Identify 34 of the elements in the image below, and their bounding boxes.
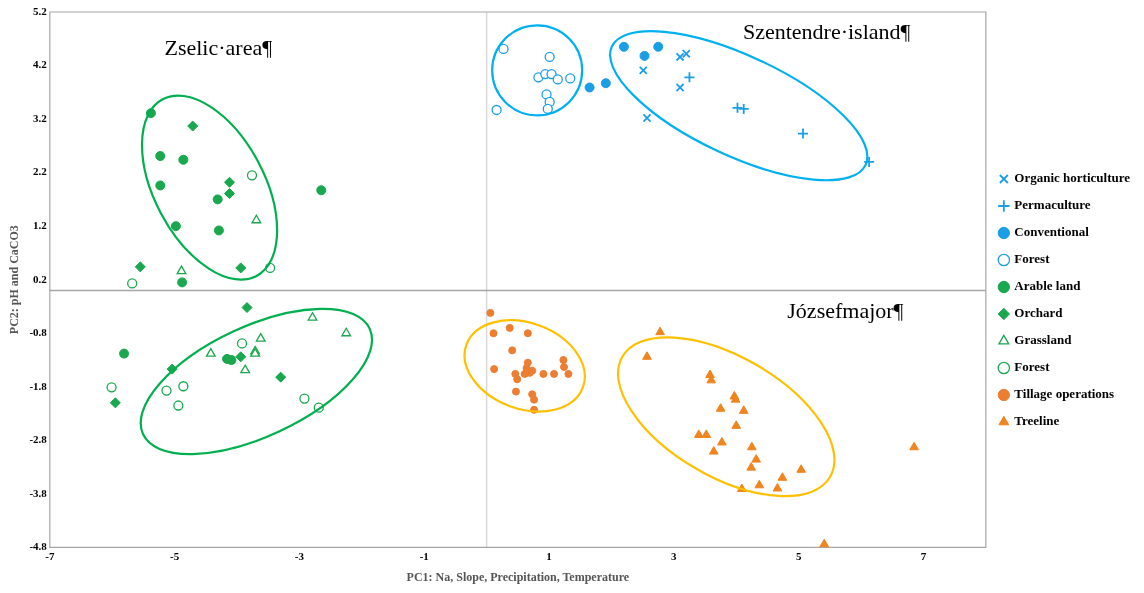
- legend-label: Forest: [1014, 359, 1051, 375]
- x-tick-label: -1: [419, 549, 429, 562]
- annotation: Józsefmajor¶: [787, 297, 904, 323]
- y-tick-label: -4.8: [29, 540, 48, 553]
- y-tick-label: 2.2: [33, 165, 48, 178]
- y-tick-label: 1.2: [33, 219, 48, 231]
- y-tick-label: 4.2: [33, 58, 48, 71]
- annotation: Zselic·area¶: [164, 35, 273, 61]
- legend-label: Organic horticulture: [1014, 170, 1131, 186]
- legend-label: Tillage operations: [1014, 386, 1115, 402]
- y-tick-label: -0.8: [29, 326, 48, 339]
- legend-label: Grassland: [1014, 332, 1073, 348]
- legend-label: Permaculture: [1014, 197, 1091, 213]
- x-tick-label: -5: [170, 549, 180, 562]
- y-tick-label: -1.8: [29, 379, 48, 392]
- legend-label: Conventional: [1014, 224, 1090, 240]
- x-tick-label: 1: [546, 549, 552, 562]
- x-tick-label: 5: [795, 549, 802, 562]
- annotation: Szentendre·island¶: [742, 19, 911, 45]
- x-axis-title: PC1: Na, Slope, Precipitation, Temperature: [406, 569, 630, 584]
- y-tick-label: 0.2: [33, 272, 48, 285]
- x-tick-label: 7: [920, 549, 927, 562]
- y-tick-label: -2.8: [29, 433, 48, 446]
- legend-label: Treeline: [1014, 413, 1060, 429]
- legend-label: Arable land: [1014, 278, 1082, 294]
- y-tick-label: 5.2: [33, 4, 48, 17]
- y-tick-label: 3.2: [33, 111, 48, 124]
- x-tick-label: 3: [671, 549, 678, 562]
- legend-label: Forest: [1014, 251, 1051, 267]
- y-tick-label: -3.8: [29, 486, 48, 499]
- legend-label: Orchard: [1014, 305, 1064, 321]
- x-tick-label: -7: [45, 549, 55, 562]
- x-tick-label: -3: [294, 549, 305, 562]
- y-axis-title: PC2: pH and CaCO3: [7, 225, 22, 335]
